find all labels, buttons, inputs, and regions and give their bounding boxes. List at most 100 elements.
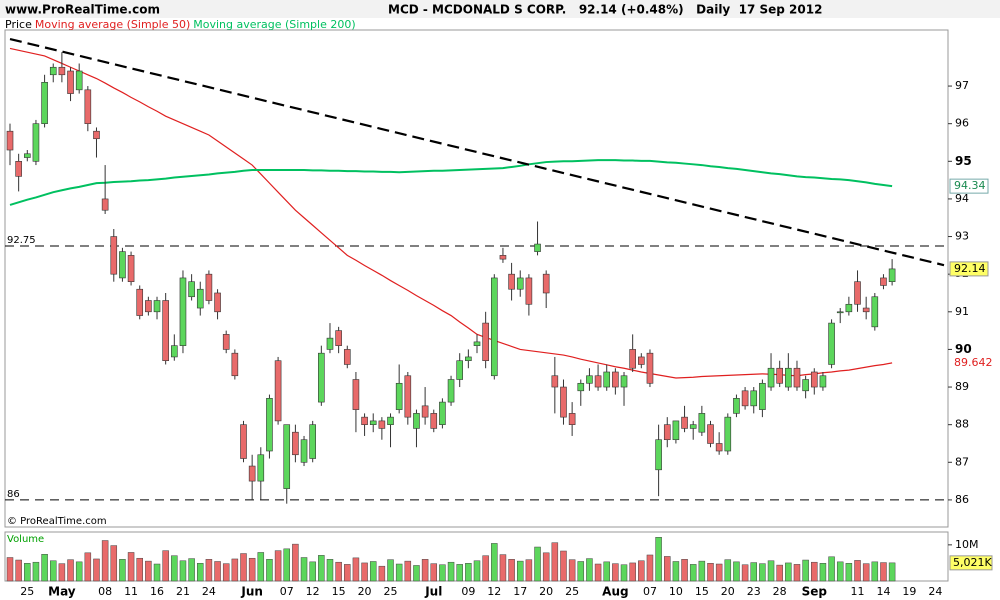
- candle-body: [473, 341, 481, 346]
- candle-body: [612, 371, 619, 388]
- volume-bar: [231, 558, 239, 582]
- volume-bar: [698, 560, 706, 582]
- candle-body: [845, 303, 853, 313]
- volume-bar: [41, 554, 48, 582]
- volume-bar: [413, 565, 420, 582]
- volume-bar: [447, 561, 455, 582]
- volume-bar: [525, 559, 533, 582]
- volume-bar: [499, 554, 507, 582]
- x-tick-label: 20: [539, 585, 553, 598]
- volume-bar: [568, 559, 576, 582]
- volume-bar: [845, 563, 853, 582]
- volume-bar: [352, 557, 360, 582]
- candle-body: [248, 465, 256, 482]
- volume-bar: [854, 560, 861, 582]
- volume-bar: [560, 550, 567, 582]
- volume-bar: [214, 561, 221, 582]
- candle-body: [490, 277, 498, 377]
- volume-bar: [162, 550, 169, 582]
- y-tick-label: 91: [955, 305, 969, 318]
- trendline: [9, 37, 945, 267]
- volume-label: Volume: [7, 534, 44, 545]
- volume-bar: [171, 555, 178, 582]
- x-tick-label: Sep: [802, 585, 828, 599]
- volume-bar: [266, 559, 273, 582]
- volume-bar: [811, 561, 818, 582]
- volume-bar: [326, 559, 334, 582]
- x-tick-label: 24: [928, 585, 942, 598]
- volume-bar: [681, 559, 688, 582]
- candle-body: [196, 288, 204, 309]
- candle-body: [733, 398, 740, 414]
- candle-body: [343, 349, 351, 365]
- candle-body: [871, 296, 879, 328]
- volume-bar: [542, 552, 550, 582]
- candle-body: [767, 367, 775, 388]
- y-tick-label: 96: [955, 117, 969, 130]
- volume-bar: [646, 554, 654, 582]
- candle-body: [655, 439, 662, 471]
- candle-body: [387, 416, 394, 425]
- volume-bar: [309, 561, 316, 582]
- x-tick-label: 11: [851, 585, 865, 598]
- volume-bar: [145, 560, 152, 582]
- volume-bar: [785, 562, 792, 582]
- x-tick-label: 09: [461, 585, 475, 598]
- x-tick-label: 21: [176, 585, 190, 598]
- close-last-label: 92.14: [954, 262, 986, 275]
- volume-bar: [888, 562, 896, 582]
- x-tick-label: 16: [150, 585, 164, 598]
- volume-bar: [127, 552, 135, 582]
- candle-body: [551, 375, 559, 388]
- ma200-last-label-box: [949, 178, 989, 194]
- x-tick-label: 20: [721, 585, 735, 598]
- reference-label: 86: [7, 489, 20, 500]
- volume-bar: [508, 559, 515, 582]
- candle-body: [516, 277, 524, 290]
- volume-bar: [862, 563, 870, 582]
- candle-body: [309, 424, 316, 459]
- candle-body: [577, 382, 585, 392]
- volume-bar: [404, 560, 412, 582]
- candle-body: [663, 424, 671, 441]
- candle-body: [836, 311, 844, 314]
- candle-body: [715, 443, 723, 452]
- candle-body: [689, 424, 697, 429]
- candle-body: [361, 416, 368, 425]
- candle-body: [819, 375, 827, 388]
- volume-bar: [880, 562, 887, 582]
- candle-body: [119, 251, 126, 279]
- volume-bar: [335, 561, 342, 582]
- y-tick-label: 94: [955, 192, 969, 205]
- ma200-last-label: 94.34: [954, 179, 986, 192]
- candle-body: [750, 390, 758, 407]
- volume-bar: [248, 557, 256, 582]
- volume-bar: [318, 555, 325, 582]
- candle-body: [594, 375, 602, 388]
- volume-bar: [767, 560, 775, 582]
- candle-body: [110, 236, 118, 275]
- x-tick-label: 08: [98, 585, 112, 598]
- candle-body: [741, 390, 749, 407]
- price-panel: [4, 29, 949, 528]
- candle-body: [300, 439, 308, 463]
- x-tick-label: 15: [332, 585, 346, 598]
- candle-body: [542, 273, 550, 294]
- volume-bar: [689, 564, 697, 582]
- candle-body: [603, 371, 611, 388]
- volume-bar: [101, 540, 109, 582]
- volume-bar: [153, 563, 161, 582]
- volume-bar: [179, 560, 187, 582]
- candle-body: [568, 413, 576, 425]
- y-tick-label: 88: [955, 418, 969, 431]
- candle-body: [888, 268, 896, 282]
- candle-body: [127, 255, 135, 282]
- candle-body: [49, 66, 57, 76]
- candle-body: [378, 420, 386, 429]
- candle-body: [862, 307, 870, 313]
- x-tick-label: Jul: [424, 585, 442, 599]
- volume-bar: [67, 559, 74, 582]
- candle-body: [707, 424, 714, 444]
- volume-bar: [586, 558, 593, 582]
